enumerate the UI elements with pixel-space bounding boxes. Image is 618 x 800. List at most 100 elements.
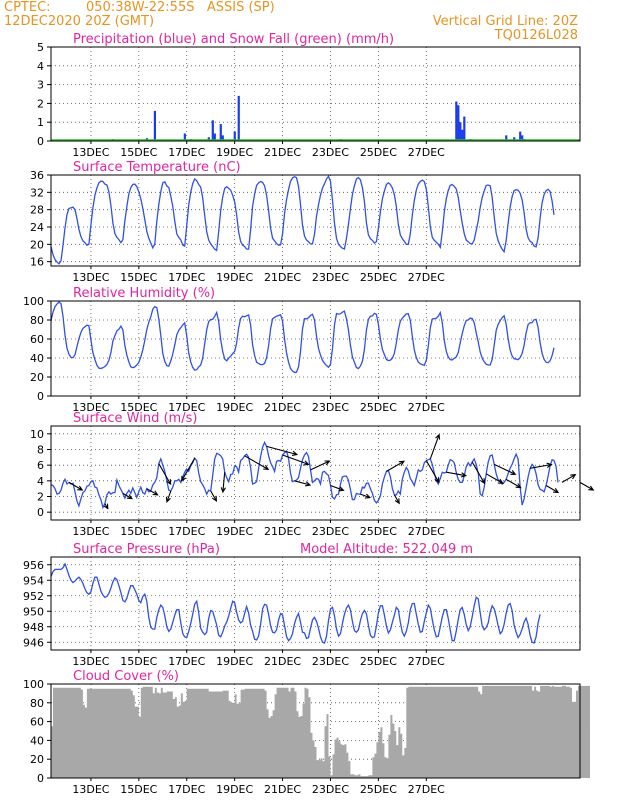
- precip-bar: [463, 116, 466, 141]
- x-tick-label: 21DEC: [264, 146, 301, 159]
- panel-4: Surface Wind (m/s) 0 2 4 6 8 10 13DEC 15DEC 17DEC…: [30, 411, 595, 538]
- y-tick-label: 0: [37, 135, 44, 148]
- x-tick-label: 13DEC: [72, 401, 109, 414]
- x-tick-label: 25DEC: [360, 783, 397, 796]
- panel-3: Relative Humidity (%) 0 20 40 60 80 100 13DEC 15…: [23, 286, 581, 414]
- series-line: [50, 562, 541, 644]
- y-tick-label: 0: [37, 506, 44, 519]
- y-tick-label: 36: [30, 169, 44, 182]
- panel-title: Surface Wind (m/s): [73, 411, 197, 426]
- panel-1: Precipitation (blue) and Snow Fall (gree…: [37, 32, 581, 159]
- x-tick-label: 17DEC: [168, 783, 205, 796]
- x-tick-label: 23DEC: [312, 401, 349, 414]
- x-tick-label: 21DEC: [264, 783, 301, 796]
- x-tick-label: 19DEC: [216, 146, 253, 159]
- y-tick-label: 20: [30, 238, 44, 251]
- location-label: 050:38W-22:55S ASSIS (SP): [86, 0, 275, 15]
- y-tick-label: 28: [30, 204, 44, 217]
- y-tick-label: 946: [23, 636, 44, 649]
- x-tick-label: 21DEC: [264, 271, 301, 284]
- y-tick-label: 8: [37, 444, 44, 457]
- source-label: CPTEC:: [4, 0, 51, 15]
- wind-arrow: [386, 460, 406, 472]
- wind-arrow: [146, 488, 159, 496]
- y-tick-label: 60: [30, 333, 44, 346]
- panel-5: Surface Pressure (hPa) Model Altitude: 52…: [23, 542, 581, 668]
- y-tick-label: 100: [23, 678, 44, 691]
- x-tick-label: 17DEC: [168, 655, 205, 668]
- wind-arrow: [165, 490, 172, 504]
- x-tick-label: 27DEC: [408, 525, 445, 538]
- x-tick-label: 19DEC: [216, 271, 253, 284]
- panel-frame: [50, 300, 581, 397]
- y-tick-label: 2: [37, 491, 44, 504]
- x-tick-label: 21DEC: [264, 525, 301, 538]
- wind-arrow: [485, 473, 504, 485]
- wind-arrow: [579, 481, 595, 491]
- wind-arrow: [493, 463, 517, 475]
- wind-arrow: [425, 460, 440, 484]
- y-tick-label: 40: [30, 352, 44, 365]
- wind-arrow: [429, 433, 441, 460]
- x-tick-label: 15DEC: [120, 271, 157, 284]
- panel-title: Surface Temperature (nC): [73, 160, 241, 175]
- wind-arrow: [561, 474, 577, 483]
- precip-bar: [183, 133, 186, 141]
- y-tick-label: 40: [30, 734, 44, 747]
- precip-bar: [237, 95, 240, 141]
- wind-arrow: [68, 481, 84, 491]
- x-tick-label: 15DEC: [120, 146, 157, 159]
- x-tick-label: 25DEC: [360, 401, 397, 414]
- precip-bar: [461, 129, 464, 141]
- precip-bar: [221, 135, 224, 141]
- panel-2: Surface Temperature (nC) 16 20 24 28 32 36 13DE…: [30, 160, 581, 284]
- precip-bar: [513, 137, 516, 141]
- x-tick-label: 17DEC: [168, 401, 205, 414]
- wind-arrow: [158, 463, 172, 486]
- y-tick-label: 0: [37, 772, 44, 785]
- panel-frame: [50, 425, 581, 521]
- wind-arrow: [310, 460, 331, 471]
- x-tick-label: 13DEC: [72, 783, 109, 796]
- wind-arrow: [471, 461, 486, 485]
- x-tick-label: 13DEC: [72, 146, 109, 159]
- y-tick-label: 6: [37, 459, 44, 472]
- panel-title: Surface Pressure (hPa): [73, 542, 220, 557]
- panel-frame: [50, 556, 581, 651]
- wind-arrow: [505, 478, 522, 489]
- x-tick-label: 27DEC: [408, 401, 445, 414]
- y-tick-label: 10: [30, 428, 44, 441]
- y-tick-label: 948: [23, 621, 44, 634]
- wind-arrow: [282, 454, 310, 466]
- x-tick-label: 17DEC: [168, 146, 205, 159]
- x-tick-label: 19DEC: [216, 525, 253, 538]
- x-tick-label: 23DEC: [312, 271, 349, 284]
- wind-arrow: [393, 494, 400, 505]
- x-tick-label: 13DEC: [72, 271, 109, 284]
- code-label: TQ0126L028: [494, 28, 578, 43]
- precip-bar: [211, 120, 214, 141]
- precip-bar: [213, 133, 216, 141]
- y-tick-label: 1: [37, 116, 44, 129]
- y-tick-label: 80: [30, 697, 44, 710]
- panel-title: Cloud Cover (%): [73, 669, 179, 684]
- y-tick-label: 20: [30, 371, 44, 384]
- panel-frame: [50, 683, 581, 779]
- y-tick-label: 3: [37, 79, 44, 92]
- y-tick-label: 950: [23, 605, 44, 618]
- y-tick-label: 954: [23, 574, 44, 587]
- x-tick-label: 17DEC: [168, 271, 205, 284]
- x-tick-label: 23DEC: [312, 146, 349, 159]
- x-tick-label: 21DEC: [264, 401, 301, 414]
- precip-bar: [519, 131, 522, 141]
- y-tick-label: 20: [30, 753, 44, 766]
- grid-note-label: Vertical Grid Line: 20Z: [432, 14, 578, 29]
- series-line: [50, 301, 555, 373]
- x-tick-label: 25DEC: [360, 146, 397, 159]
- x-tick-label: 27DEC: [408, 271, 445, 284]
- x-tick-label: 19DEC: [216, 783, 253, 796]
- wind-arrow: [244, 455, 270, 471]
- x-tick-label: 27DEC: [408, 655, 445, 668]
- precip-bar: [459, 122, 462, 141]
